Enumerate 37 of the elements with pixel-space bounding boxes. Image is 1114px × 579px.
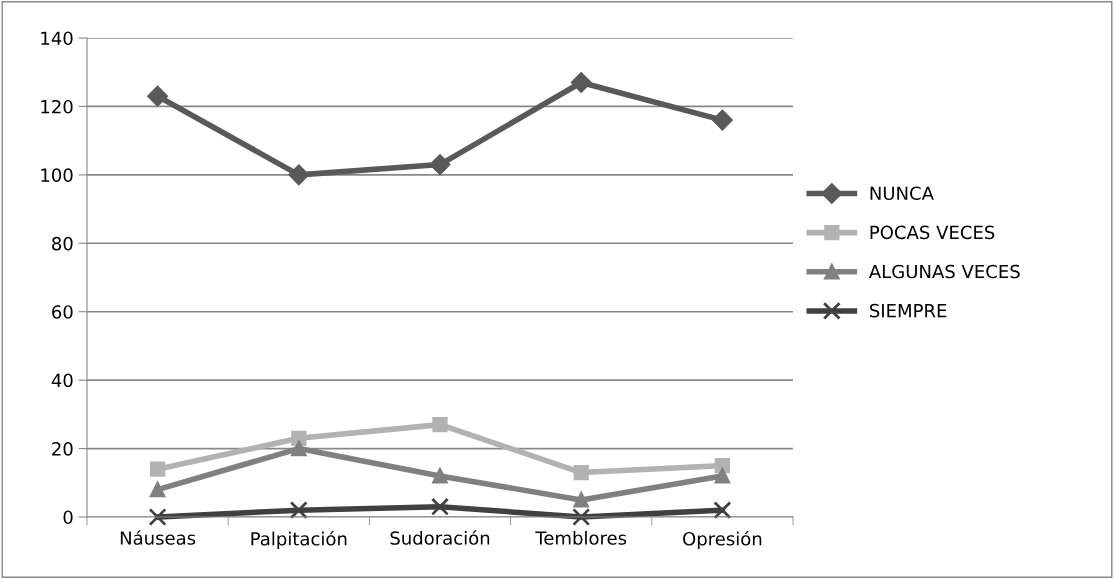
legend-label: POCAS VECES (870, 225, 995, 240)
point (149, 481, 166, 498)
point (573, 492, 589, 508)
point (430, 497, 450, 516)
point (432, 468, 448, 484)
y-tick-label: 0 (63, 510, 73, 525)
point (713, 501, 732, 520)
point (291, 440, 307, 457)
x-tick-label: Opresión (683, 530, 762, 550)
y-tick-label: 120 (41, 99, 73, 114)
y-tick-label: 80 (52, 236, 73, 251)
point (714, 468, 731, 484)
legend-label: SIEMPRE (870, 303, 947, 318)
point (149, 461, 166, 477)
point (289, 501, 308, 520)
y-tick-label: 40 (51, 373, 73, 388)
y-tick-label: 100 (41, 168, 73, 182)
point (573, 464, 589, 481)
point (147, 85, 168, 107)
x-tick-label: Palpitación (251, 530, 347, 550)
x-tick-label: Sudoración (390, 530, 490, 545)
point (429, 154, 451, 175)
point (148, 507, 167, 527)
y-tick-label: 140 (41, 31, 73, 46)
x-tick-label: Temblores (535, 530, 627, 545)
legend-label: ALGUNAS VECES (868, 264, 1020, 279)
point (712, 109, 733, 131)
x-tick-label: Náuseas (120, 530, 196, 545)
point (714, 458, 731, 474)
y-tick-label: 20 (52, 442, 73, 456)
point (570, 72, 592, 93)
y-tick-label: 60 (52, 305, 73, 319)
point (432, 416, 448, 433)
legend-label: NUNCA (870, 186, 934, 201)
point (291, 430, 307, 446)
point (572, 507, 591, 527)
point (288, 164, 310, 186)
